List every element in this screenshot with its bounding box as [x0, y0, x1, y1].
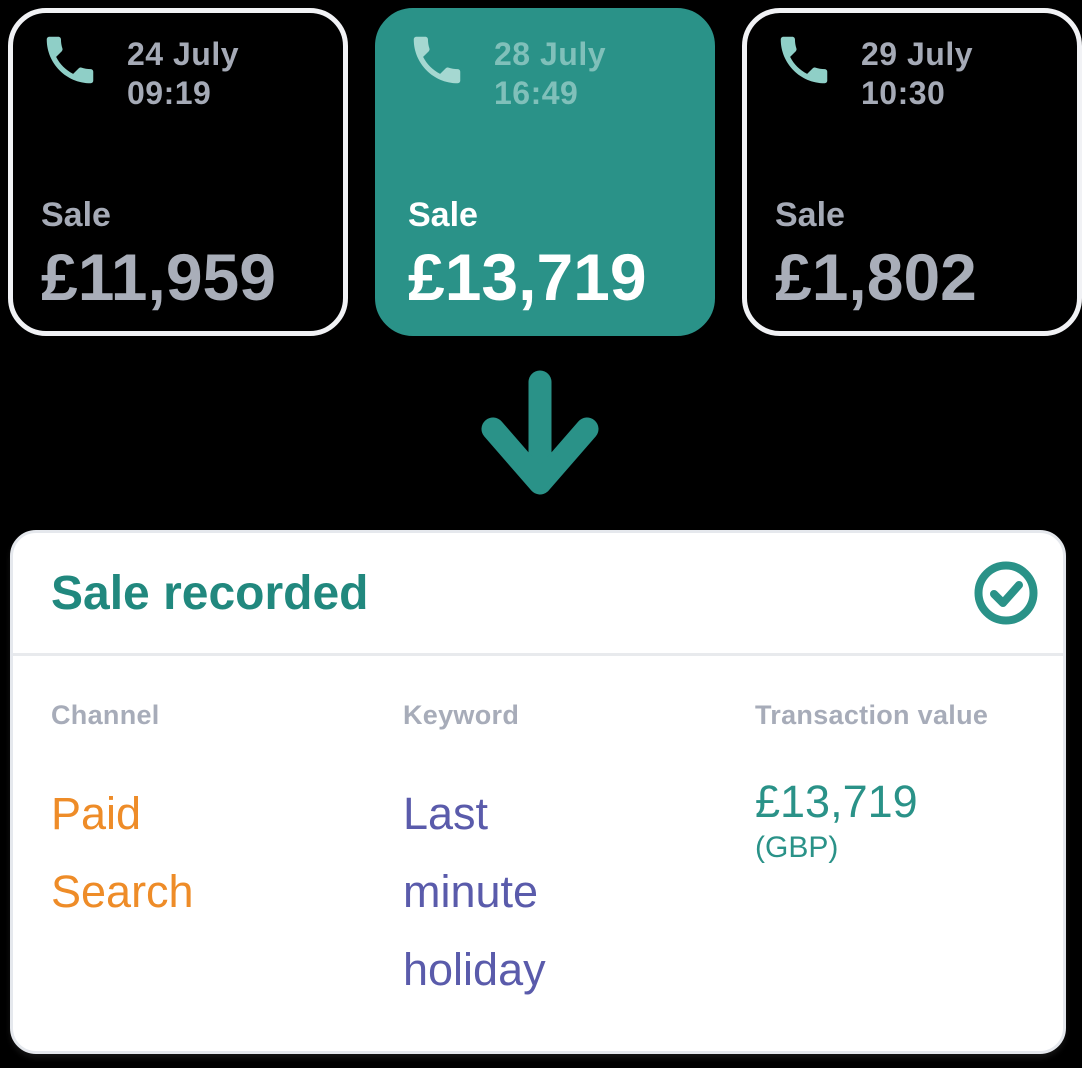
call-card-1: 24 July 09:19 Sale £11,959	[8, 8, 348, 336]
sale-label: Sale	[408, 196, 478, 234]
call-card-2-highlighted: 28 July 16:49 Sale £13,719	[375, 8, 715, 336]
arrow-down-icon	[481, 370, 599, 495]
phone-icon	[39, 29, 101, 91]
call-card-sale: Sale £1,802	[775, 196, 977, 315]
phone-icon	[406, 29, 468, 91]
call-card-header: 28 July 16:49	[380, 13, 710, 113]
call-datetime: 29 July 10:30	[861, 35, 973, 113]
sale-amount: £1,802	[775, 240, 977, 314]
panel-title: Sale recorded	[51, 566, 369, 620]
call-time: 10:30	[861, 75, 946, 111]
currency-suffix: (GBP)	[755, 831, 839, 864]
field-transaction-value: Transaction value £13,719 (GBP)	[755, 700, 1033, 1009]
call-date: 24 July	[127, 36, 240, 72]
field-keyword: Keyword Last minute holiday	[403, 700, 755, 1009]
call-card-sale: Sale £11,959	[41, 196, 276, 315]
field-label: Keyword	[403, 700, 520, 730]
field-label: Transaction value	[755, 700, 989, 730]
call-card-3: 29 July 10:30 Sale £1,802	[742, 8, 1082, 336]
call-datetime: 28 July 16:49	[494, 35, 606, 113]
check-circle-icon	[974, 561, 1038, 625]
sale-label: Sale	[41, 196, 111, 234]
field-label: Channel	[51, 700, 160, 730]
call-card-sale: Sale £13,719	[408, 196, 647, 315]
sale-details: Channel Paid Search Keyword Last minute …	[13, 656, 1063, 1009]
call-card-header: 29 July 10:30	[747, 13, 1077, 113]
sale-amount: £11,959	[41, 240, 276, 314]
call-card-header: 24 July 09:19	[13, 13, 343, 113]
sale-amount: £13,719	[408, 240, 647, 314]
call-time: 09:19	[127, 75, 212, 111]
keyword-value: Last minute holiday	[403, 788, 546, 995]
transaction-value: £13,719	[755, 776, 918, 827]
phone-icon	[773, 29, 835, 91]
channel-value: Paid Search	[51, 788, 194, 917]
sale-recorded-panel: Sale recorded Channel Paid Search Keywor…	[10, 530, 1066, 1054]
call-time: 16:49	[494, 75, 579, 111]
call-date: 29 July	[861, 36, 974, 72]
panel-header: Sale recorded	[13, 533, 1063, 656]
call-datetime: 24 July 09:19	[127, 35, 239, 113]
call-cards-row: 24 July 09:19 Sale £11,959 28 July 16:49	[8, 8, 1082, 336]
call-date: 28 July	[494, 36, 607, 72]
sale-label: Sale	[775, 196, 845, 234]
field-channel: Channel Paid Search	[51, 700, 403, 1009]
